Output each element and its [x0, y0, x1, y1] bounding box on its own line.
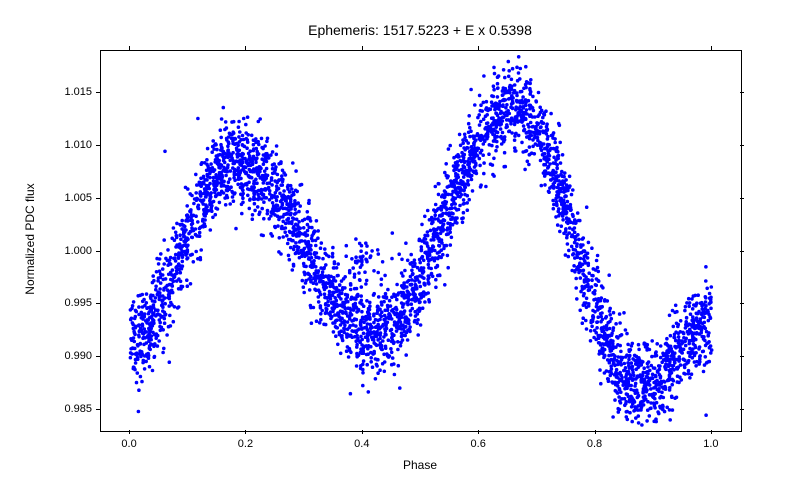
y-tick-label: 1.000: [52, 245, 92, 257]
y-tick-mark: [740, 251, 744, 252]
x-tick-mark: [595, 46, 596, 50]
y-tick-mark: [740, 409, 744, 410]
x-tick-label: 0.2: [238, 438, 253, 450]
x-tick-mark: [129, 46, 130, 50]
x-tick-mark: [362, 46, 363, 50]
plot-area: [100, 50, 742, 432]
x-tick-mark: [711, 430, 712, 434]
y-tick-label: 1.010: [52, 139, 92, 151]
x-tick-mark: [478, 46, 479, 50]
y-tick-label: 0.985: [52, 403, 92, 415]
y-tick-label: 0.990: [52, 350, 92, 362]
y-tick-label: 1.005: [52, 192, 92, 204]
x-tick-label: 0.8: [587, 438, 602, 450]
y-tick-mark: [740, 303, 744, 304]
x-tick-label: 0.0: [121, 438, 136, 450]
y-tick-label: 0.995: [52, 297, 92, 309]
y-tick-mark: [96, 356, 100, 357]
x-tick-label: 1.0: [703, 438, 718, 450]
y-tick-mark: [740, 92, 744, 93]
y-tick-mark: [96, 145, 100, 146]
y-tick-mark: [96, 303, 100, 304]
y-tick-mark: [740, 356, 744, 357]
scatter-points: [129, 55, 714, 427]
x-tick-mark: [362, 430, 363, 434]
x-axis-label: Phase: [100, 458, 740, 472]
figure: Ephemeris: 1517.5223 + E x 0.5398 Phase …: [0, 0, 800, 500]
x-tick-mark: [595, 430, 596, 434]
scatter-svg: [101, 51, 741, 431]
x-tick-mark: [711, 46, 712, 50]
x-tick-label: 0.6: [471, 438, 486, 450]
y-tick-mark: [96, 92, 100, 93]
y-tick-mark: [740, 198, 744, 199]
x-tick-mark: [478, 430, 479, 434]
x-tick-label: 0.4: [354, 438, 369, 450]
y-tick-label: 1.015: [52, 86, 92, 98]
y-tick-mark: [96, 198, 100, 199]
y-tick-mark: [96, 409, 100, 410]
y-tick-mark: [96, 251, 100, 252]
chart-title: Ephemeris: 1517.5223 + E x 0.5398: [100, 22, 740, 38]
y-axis-label: Normalized PDC flux: [23, 139, 37, 339]
y-tick-mark: [740, 145, 744, 146]
x-tick-mark: [129, 430, 130, 434]
x-tick-mark: [245, 430, 246, 434]
x-tick-mark: [245, 46, 246, 50]
